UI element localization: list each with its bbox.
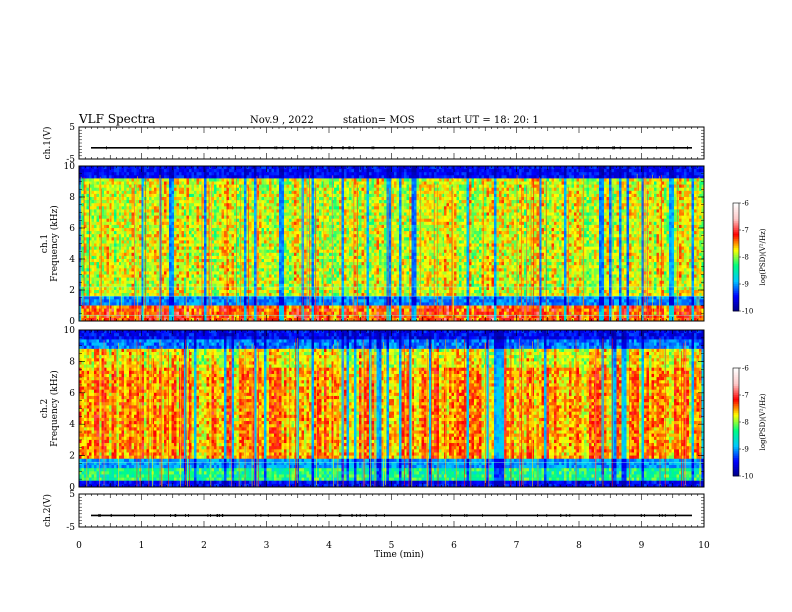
colorbar-tick-label: -8 bbox=[742, 254, 749, 262]
colorbar-tick-label: -10 bbox=[742, 308, 753, 316]
colorbar-tick-label: -6 bbox=[742, 365, 749, 373]
figure-title: VLF Spectra bbox=[78, 112, 155, 126]
y-tick-label: 2 bbox=[69, 286, 75, 296]
ch1-spectrogram-panel: 0 2 4 6 8 10 ch.1 Frequency (kHz) bbox=[40, 162, 705, 327]
station-label: station= MOS bbox=[343, 115, 415, 126]
y-tick-label: 2 bbox=[69, 452, 75, 462]
y-tick-label: 0 bbox=[69, 483, 75, 493]
ch1-colorbar: -6 -7 -8 -9 -10 log(PSD)(V²/Hz) bbox=[732, 200, 767, 316]
start-time-label: start UT = 18: 20: 1 bbox=[437, 115, 539, 126]
y-tick-label: 10 bbox=[64, 326, 76, 336]
ch2-waveform-panel: 5 -5 ch.2(V) bbox=[42, 490, 705, 533]
ch1-waveform-panel: 5 -5 ch.1(V) bbox=[42, 123, 705, 165]
y-tick-label: 6 bbox=[69, 224, 75, 234]
y-tick-label: -5 bbox=[66, 155, 75, 165]
x-tick-label: 9 bbox=[639, 541, 645, 551]
colorbar-tick-label: -9 bbox=[742, 281, 749, 289]
time-axis: 0 1 2 3 4 5 6 7 8 9 10 bbox=[76, 541, 710, 551]
spectrogram-channel-label: ch.1 bbox=[40, 234, 50, 253]
colorbar-label: log(PSD)(V²/Hz) bbox=[759, 393, 767, 450]
time-axis-label: Time (min) bbox=[374, 549, 424, 560]
y-tick-label: 8 bbox=[69, 193, 75, 203]
x-tick-label: 10 bbox=[698, 541, 710, 551]
spectrogram-ylabel: Frequency (kHz) bbox=[49, 370, 60, 447]
x-tick-label: 0 bbox=[76, 541, 82, 551]
colorbar-tick-label: -7 bbox=[742, 227, 749, 235]
x-tick-label: 5 bbox=[389, 541, 395, 551]
x-tick-label: 2 bbox=[201, 541, 207, 551]
date-label: Nov.9 , 2022 bbox=[250, 115, 314, 126]
x-tick-label: 6 bbox=[451, 541, 457, 551]
waveform-ylabel: ch.2(V) bbox=[42, 494, 53, 527]
x-tick-label: 4 bbox=[326, 541, 332, 551]
y-tick-label: 10 bbox=[64, 162, 76, 172]
y-tick-label: 0 bbox=[69, 317, 75, 327]
colorbar-tick-label: -10 bbox=[742, 473, 753, 481]
y-tick-label: 8 bbox=[69, 357, 75, 367]
y-tick-label: -5 bbox=[66, 523, 75, 533]
y-tick-label: 6 bbox=[69, 389, 75, 399]
x-tick-label: 7 bbox=[514, 541, 520, 551]
colorbar-tick-label: -9 bbox=[742, 446, 749, 454]
y-tick-label: 4 bbox=[69, 255, 75, 265]
colorbar-tick-label: -8 bbox=[742, 419, 749, 427]
colorbar-tick-label: -6 bbox=[742, 200, 749, 208]
spectrogram-channel-label: ch.2 bbox=[40, 399, 50, 418]
ch2-spectrogram-panel: 0 2 4 6 8 10 ch.2 Frequency (kHz) bbox=[40, 326, 705, 493]
y-tick-label: 4 bbox=[69, 420, 75, 430]
colorbar-tick-label: -7 bbox=[742, 392, 749, 400]
x-tick-label: 1 bbox=[139, 541, 145, 551]
y-tick-label: 5 bbox=[69, 490, 75, 500]
waveform-ylabel: ch.1(V) bbox=[42, 127, 53, 160]
y-tick-label: 5 bbox=[69, 123, 75, 133]
spectrogram-ylabel: Frequency (kHz) bbox=[49, 205, 60, 282]
x-tick-label: 8 bbox=[576, 541, 582, 551]
ch2-colorbar: -6 -7 -8 -9 -10 log(PSD)(V²/Hz) bbox=[732, 365, 767, 481]
x-tick-label: 3 bbox=[264, 541, 270, 551]
colorbar-label: log(PSD)(V²/Hz) bbox=[759, 228, 767, 285]
